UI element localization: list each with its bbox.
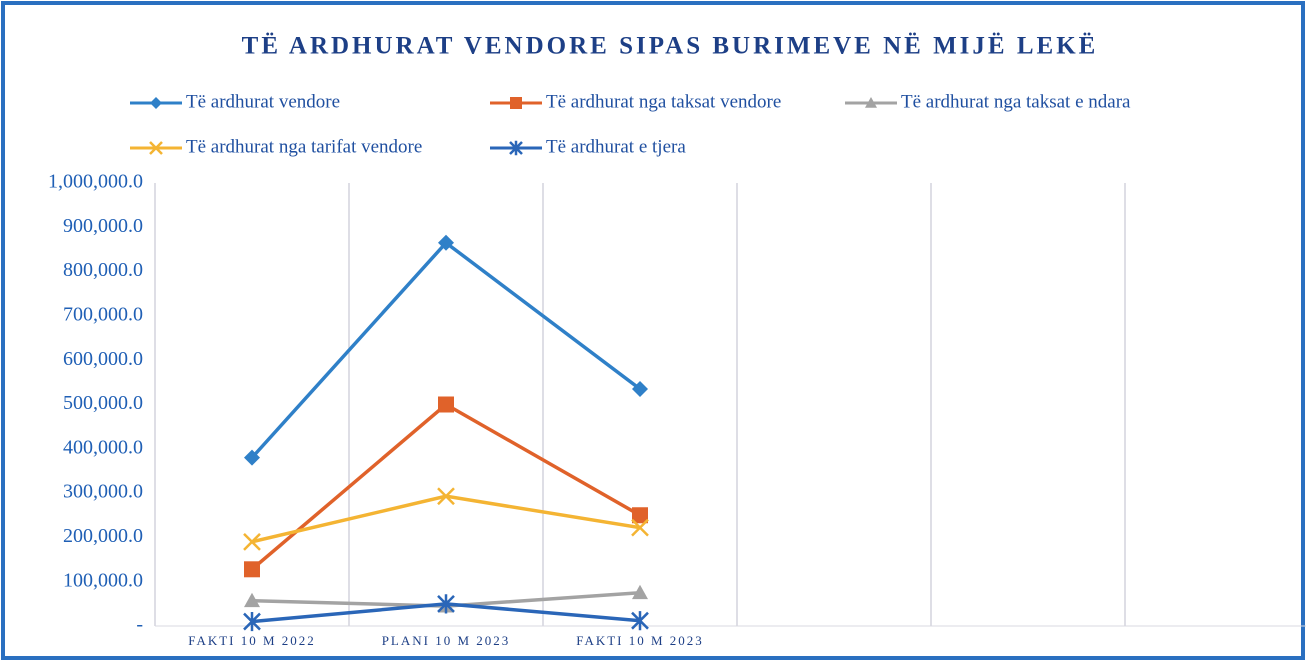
chart-title: TË ARDHURAT VENDORE SIPAS BURIMEVE NË MI…	[242, 33, 1099, 60]
legend-label: Të ardhurat nga taksat e ndara	[901, 91, 1131, 112]
y-tick-label: 200,000.0	[63, 525, 143, 547]
y-tick-label: 700,000.0	[63, 303, 143, 325]
y-tick-label: 500,000.0	[63, 392, 143, 414]
marker	[243, 532, 261, 551]
x-tick-label: FAKTI 10 M 2023	[576, 633, 704, 648]
marker	[149, 141, 163, 155]
legend-label: Të ardhurat vendore	[186, 91, 340, 112]
marker	[244, 592, 260, 608]
marker	[244, 449, 260, 466]
series-line	[250, 240, 642, 459]
y-tick-label: 100,000.0	[63, 569, 143, 591]
legend-label: Të ardhurat nga tarifat vendore	[186, 136, 422, 157]
marker	[244, 561, 260, 578]
legend-label: Të ardhurat e tjera	[546, 136, 686, 157]
marker	[438, 234, 454, 251]
y-tick-label: 900,000.0	[63, 215, 143, 237]
y-tick-label: 400,000.0	[63, 436, 143, 458]
marker	[510, 97, 522, 109]
y-tick-label: 300,000.0	[63, 481, 143, 503]
marker	[509, 140, 523, 156]
marker	[632, 507, 648, 524]
marker	[631, 611, 649, 631]
y-tick-label: -	[136, 614, 143, 636]
marker	[437, 487, 455, 506]
x-tick-label: FAKTI 10 M 2022	[188, 633, 316, 648]
marker	[437, 594, 455, 614]
marker	[632, 380, 648, 397]
series-line	[250, 402, 641, 571]
marker	[631, 518, 649, 537]
y-tick-label: 1,000,000.0	[48, 171, 143, 193]
x-tick-label: PLANI 10 M 2023	[382, 633, 511, 648]
marker	[632, 584, 648, 600]
marker	[150, 97, 162, 109]
marker	[438, 396, 454, 413]
marker	[865, 97, 877, 108]
marker	[243, 611, 261, 632]
y-tick-label: 600,000.0	[63, 348, 143, 370]
y-tick-label: 800,000.0	[63, 259, 143, 281]
legend-label: Të ardhurat nga taksat vendore	[546, 91, 781, 112]
